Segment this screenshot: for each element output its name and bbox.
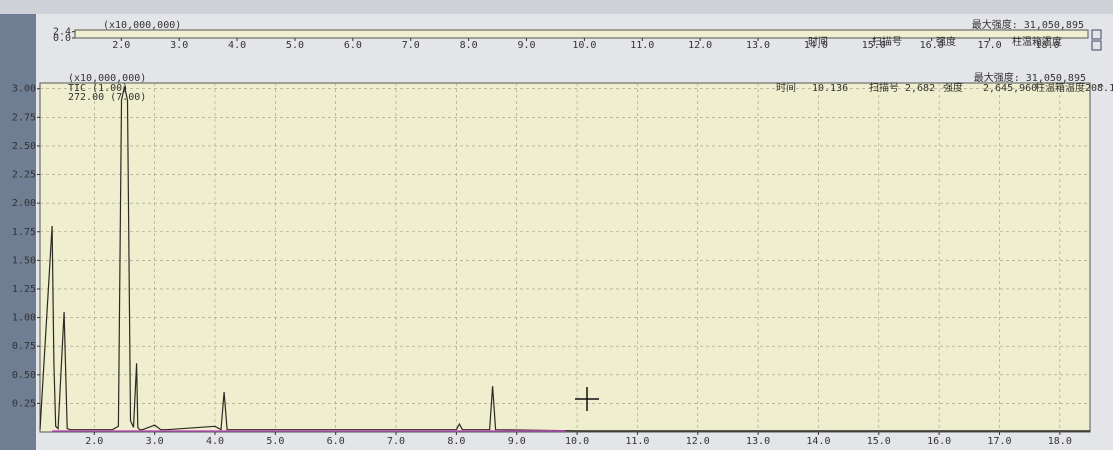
x-tick-label: 18.0 bbox=[1048, 436, 1072, 447]
scale-label: (x10,000,000) bbox=[103, 20, 181, 31]
y-tick-label: 2.4 bbox=[53, 27, 71, 38]
x-tick-label: 12.0 bbox=[688, 40, 712, 51]
status-text: 2,645,960 bbox=[983, 83, 1037, 94]
x-tick-label: 6.0 bbox=[344, 40, 362, 51]
x-tick-label: 2.0 bbox=[112, 40, 130, 51]
x-tick-label: 11.0 bbox=[625, 436, 649, 447]
x-tick-label: 10.0 bbox=[565, 436, 589, 447]
x-tick-label: 6.0 bbox=[327, 436, 345, 447]
status-text: 时间 bbox=[776, 81, 796, 94]
y-tick-label: 2.50 bbox=[12, 141, 36, 152]
screen: ^ 2.03.04.05.06.07.08.09.010.011.012.013… bbox=[0, 0, 1113, 450]
x-tick-label: 3.0 bbox=[170, 40, 188, 51]
toolbar bbox=[0, 0, 1113, 14]
x-tick-label: 2.0 bbox=[85, 436, 103, 447]
x-tick-label: 13.0 bbox=[746, 436, 770, 447]
x-tick-label: 11.0 bbox=[630, 40, 654, 51]
x-tick-label: 16.0 bbox=[927, 436, 951, 447]
x-tick-label: 14.0 bbox=[806, 436, 830, 447]
status-text: 强度 bbox=[943, 81, 963, 94]
x-tick-label: 8.0 bbox=[447, 436, 465, 447]
x-tick-label: 9.0 bbox=[517, 40, 535, 51]
left-edge bbox=[0, 0, 36, 450]
y-tick-label: 1.25 bbox=[12, 284, 36, 295]
x-tick-label: 17.0 bbox=[987, 436, 1011, 447]
y-tick-label: 1.75 bbox=[12, 227, 36, 238]
status-text: 10.136 bbox=[812, 83, 848, 94]
status-text: 2,682 bbox=[905, 83, 935, 94]
status-text: 柱温箱温度208.18 bbox=[1035, 81, 1113, 94]
x-tick-label: 8.0 bbox=[460, 40, 478, 51]
max-intensity: 最大强度: 31,050,895 bbox=[972, 18, 1084, 31]
header-label: 柱温箱温度 bbox=[1012, 35, 1062, 48]
x-tick-label: 4.0 bbox=[206, 436, 224, 447]
y-tick-label: 0.75 bbox=[12, 341, 36, 352]
y-tick-label: 0.50 bbox=[12, 370, 36, 381]
status-text: 扫描号 bbox=[869, 81, 899, 94]
y-tick-label: 3.00 bbox=[12, 84, 36, 95]
header-label: 时间 bbox=[808, 35, 828, 48]
legend-entry: 272.00 (7.00) bbox=[68, 92, 146, 103]
y-tick-label: 2.00 bbox=[12, 198, 36, 209]
header-label: 强度 bbox=[936, 35, 956, 48]
x-tick-label: 13.0 bbox=[746, 40, 770, 51]
x-tick-label: 12.0 bbox=[686, 436, 710, 447]
y-tick-label: 1.00 bbox=[12, 313, 36, 324]
y-tick-label: 2.25 bbox=[12, 170, 36, 181]
x-tick-label: 5.0 bbox=[286, 40, 304, 51]
x-tick-label: 15.0 bbox=[867, 436, 891, 447]
x-tick-label: 7.0 bbox=[402, 40, 420, 51]
x-tick-label: 4.0 bbox=[228, 40, 246, 51]
x-tick-label: 17.0 bbox=[978, 40, 1002, 51]
y-tick-label: 2.75 bbox=[12, 112, 36, 123]
y-tick-label: 1.50 bbox=[12, 255, 36, 266]
x-tick-label: 5.0 bbox=[266, 436, 284, 447]
body: ^ 2.03.04.05.06.07.08.09.010.011.012.013… bbox=[0, 0, 1113, 450]
header-label: 扫描号 bbox=[872, 35, 902, 48]
plot-area bbox=[40, 83, 1090, 432]
x-tick-label: 7.0 bbox=[387, 436, 405, 447]
page: Chromatogram body { margin: 0; width: 11… bbox=[0, 0, 1113, 450]
y-tick-label: 0.25 bbox=[12, 398, 36, 409]
x-tick-label: 9.0 bbox=[508, 436, 526, 447]
x-tick-label: 3.0 bbox=[146, 436, 164, 447]
x-tick-label: 10.0 bbox=[572, 40, 596, 51]
